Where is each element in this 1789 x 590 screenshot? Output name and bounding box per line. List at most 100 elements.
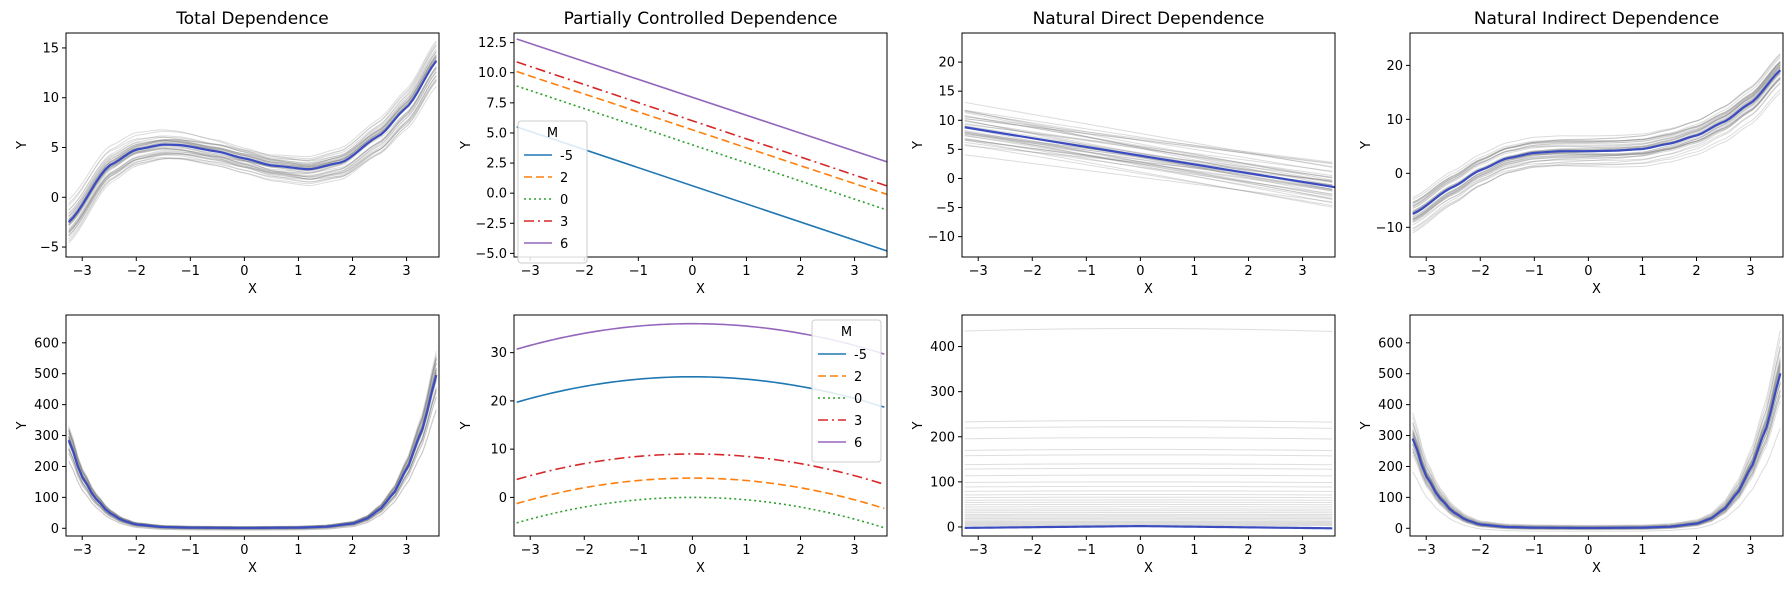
sample-line — [964, 115, 1333, 183]
sample-line — [68, 67, 437, 240]
sample-line — [1412, 78, 1781, 212]
legend-label-m-6: 6 — [560, 237, 568, 252]
plot-area — [964, 328, 1333, 530]
sample-line — [68, 40, 437, 224]
y-tick-label: 300 — [930, 385, 955, 400]
y-axis-label: Y — [459, 421, 474, 430]
y-tick-label: 300 — [34, 429, 59, 444]
sample-line — [964, 118, 1333, 164]
sample-line — [964, 127, 1333, 200]
sample-line — [1412, 53, 1781, 206]
sample-line — [1412, 337, 1781, 527]
x-tick-label: −1 — [181, 543, 200, 558]
x-tick-label: −2 — [1471, 264, 1490, 279]
x-tick-label: 0 — [1584, 264, 1592, 279]
sample-line — [1412, 72, 1781, 221]
series-line-m-0 — [516, 496, 885, 529]
x-tick-label: 1 — [1638, 264, 1646, 279]
x-tick-label: −3 — [1417, 543, 1436, 558]
x-axis-label: X — [696, 282, 705, 297]
panel-nde-bottom: −3 −2 −1 0 1 2 3 0 100 200 300 400 X Y — [911, 314, 1336, 576]
sample-line — [964, 101, 1333, 168]
sample-line — [68, 359, 437, 528]
sample-line — [68, 56, 437, 206]
y-tick-label: 10 — [1386, 113, 1403, 128]
legend-label-m-6: 6 — [854, 436, 862, 451]
sample-line — [964, 118, 1333, 165]
x-tick-label: 0 — [1584, 543, 1592, 558]
sample-line — [68, 54, 437, 233]
sample-line — [68, 66, 437, 234]
legend-title: M — [547, 126, 558, 141]
x-tick-label: 2 — [348, 543, 356, 558]
x-tick-label: 2 — [1692, 264, 1700, 279]
sample-line — [68, 351, 437, 528]
y-tick-label: 0 — [499, 491, 507, 506]
x-tick-label: 1 — [1190, 543, 1198, 558]
sample-line — [1412, 55, 1781, 198]
sample-line — [1412, 64, 1781, 203]
sample-line — [964, 116, 1333, 163]
y-tick-label: −2.5 — [475, 217, 507, 232]
sample-line — [68, 410, 437, 531]
y-tick-label: 0 — [947, 172, 955, 187]
sample-line — [68, 75, 437, 232]
y-tick-label: 100 — [930, 475, 955, 490]
sample-line — [1412, 72, 1781, 223]
x-tick-label: −2 — [575, 264, 594, 279]
sample-line — [964, 133, 1333, 178]
sample-line — [68, 362, 437, 528]
axes-frame — [961, 314, 1336, 537]
panel-title: Natural Indirect Dependence — [1474, 9, 1719, 29]
sample-line — [1412, 71, 1781, 220]
sample-line — [68, 78, 437, 217]
sample-line — [68, 75, 437, 237]
y-tick-label: 0 — [1395, 167, 1403, 182]
sample-line — [1412, 395, 1781, 530]
y-axis-label: Y — [911, 421, 926, 430]
sample-line — [68, 44, 437, 222]
sample-line — [1412, 60, 1781, 205]
series-line-m-3 — [516, 453, 885, 486]
sample-line — [964, 132, 1333, 199]
sample-line — [964, 154, 1333, 203]
series-line-m-6 — [516, 38, 887, 163]
x-tick-label: −1 — [629, 264, 648, 279]
x-tick-label: −3 — [73, 264, 92, 279]
sample-line — [964, 448, 1333, 452]
sample-line — [964, 137, 1333, 200]
axes-frame — [961, 32, 1336, 258]
plot-area — [1412, 53, 1782, 234]
sample-line — [964, 132, 1333, 190]
y-tick-label: 2.5 — [486, 157, 507, 172]
sample-line — [1412, 330, 1781, 526]
sample-line — [68, 58, 437, 219]
y-tick-label: 200 — [1378, 460, 1403, 475]
x-tick-label: −3 — [521, 543, 540, 558]
x-tick-label: 2 — [1244, 543, 1252, 558]
y-axis-label: Y — [15, 421, 30, 430]
sample-line — [964, 463, 1333, 466]
sample-line — [964, 123, 1333, 177]
mean-line — [67, 374, 438, 530]
x-axis-label: X — [1144, 561, 1153, 576]
x-axis-label: X — [1592, 282, 1601, 297]
sample-line — [68, 81, 437, 221]
sample-line — [964, 111, 1333, 173]
panel-title: Total Dependence — [175, 9, 329, 29]
x-tick-label: 2 — [1692, 543, 1700, 558]
y-tick-label: 5.0 — [486, 126, 507, 141]
y-tick-label: 400 — [1378, 398, 1403, 413]
sample-line — [68, 68, 437, 226]
sample-line — [68, 59, 437, 233]
y-tick-label: 7.5 — [486, 96, 507, 111]
y-tick-label: −10 — [928, 230, 955, 245]
mean-line — [964, 126, 1335, 189]
y-tick-label: 500 — [34, 367, 59, 382]
sample-line — [68, 396, 437, 530]
sample-line — [964, 115, 1333, 179]
x-axis-label: X — [1592, 561, 1601, 576]
panel-total-top: −3 −2 −1 0 1 2 3 −5 0 5 10 15 X Y Total Dependence — [15, 9, 440, 297]
x-axis-label: X — [696, 561, 705, 576]
sample-line — [1412, 78, 1781, 220]
